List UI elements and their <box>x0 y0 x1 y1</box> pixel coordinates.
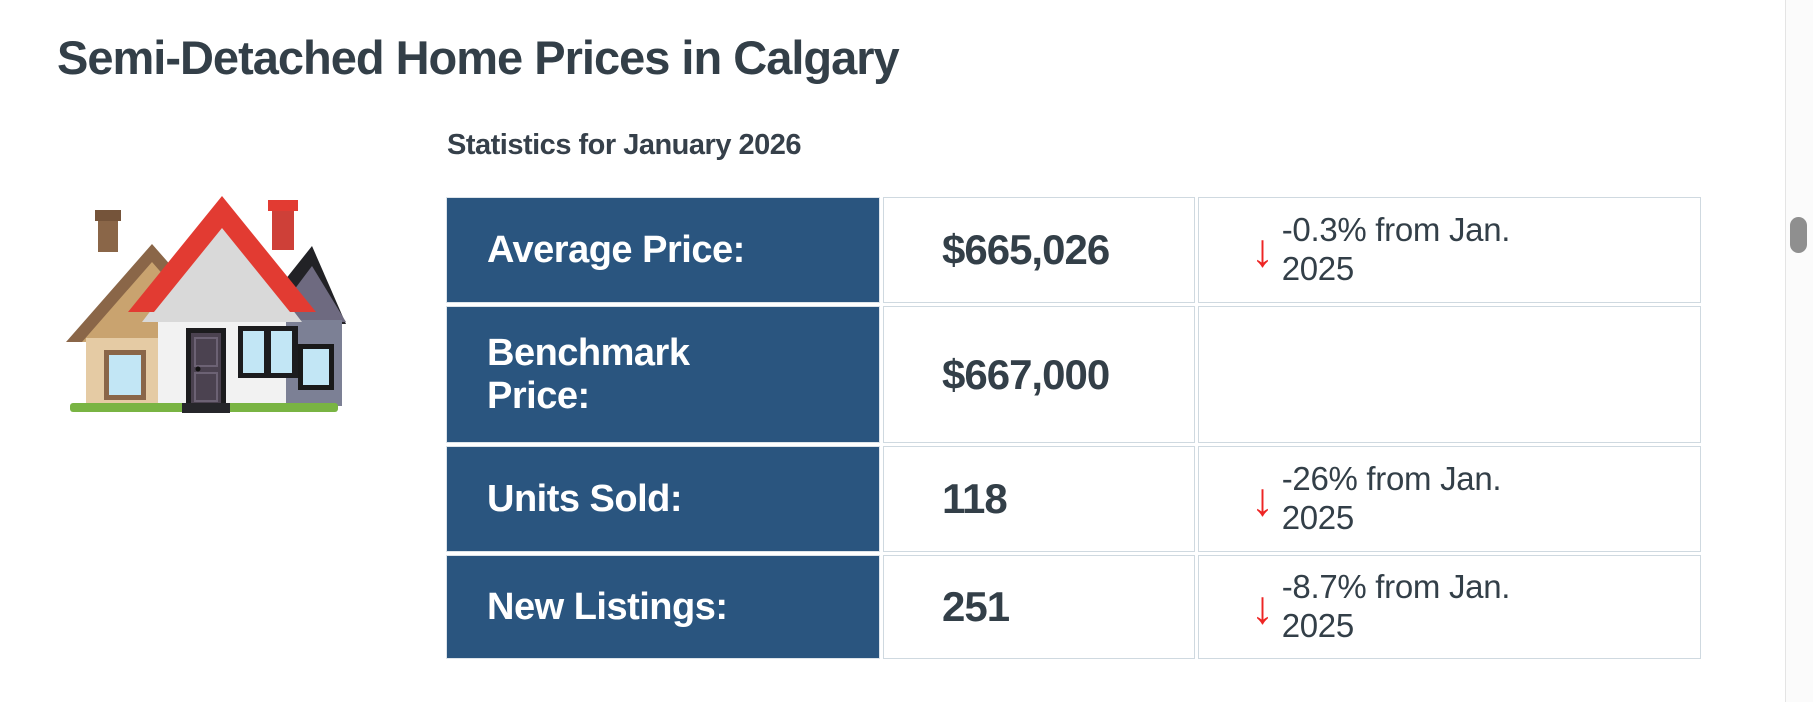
houses-icon <box>66 196 346 413</box>
stat-value-average-price: $665,026 <box>883 197 1195 303</box>
stats-heading: Statistics for January 2026 <box>447 129 802 161</box>
stat-label-benchmark-price: Benchmark Price: <box>446 306 880 443</box>
stat-change-average-price: ↓ -0.3% from Jan. 2025 <box>1198 197 1701 303</box>
stat-label-average-price: Average Price: <box>446 197 880 303</box>
stat-change-benchmark-price <box>1198 306 1701 443</box>
vertical-scrollbar-thumb[interactable] <box>1790 217 1807 253</box>
page-title: Semi-Detached Home Prices in Calgary <box>57 31 900 84</box>
stat-value-units-sold: 118 <box>883 446 1195 552</box>
stat-change-text: -8.7% from Jan. 2025 <box>1281 568 1511 644</box>
stat-change-units-sold: ↓ -26% from Jan. 2025 <box>1198 446 1701 552</box>
stat-label-new-listings: New Listings: <box>446 555 880 659</box>
stats-table: Average Price: $665,026 ↓ -0.3% from Jan… <box>446 197 1701 659</box>
stat-change-text: -26% from Jan. 2025 <box>1281 460 1502 536</box>
stat-value-benchmark-price: $667,000 <box>883 306 1195 443</box>
trend-down-arrow-icon: ↓ <box>1251 581 1274 633</box>
vertical-scrollbar-track[interactable] <box>1785 0 1813 702</box>
houses-illustration <box>62 192 348 422</box>
stat-value-new-listings: 251 <box>883 555 1195 659</box>
stat-label-units-sold: Units Sold: <box>446 446 880 552</box>
stat-change-new-listings: ↓ -8.7% from Jan. 2025 <box>1198 555 1701 659</box>
trend-down-arrow-icon: ↓ <box>1251 473 1274 525</box>
stat-change-text: -0.3% from Jan. 2025 <box>1281 211 1511 287</box>
trend-down-arrow-icon: ↓ <box>1251 224 1274 276</box>
